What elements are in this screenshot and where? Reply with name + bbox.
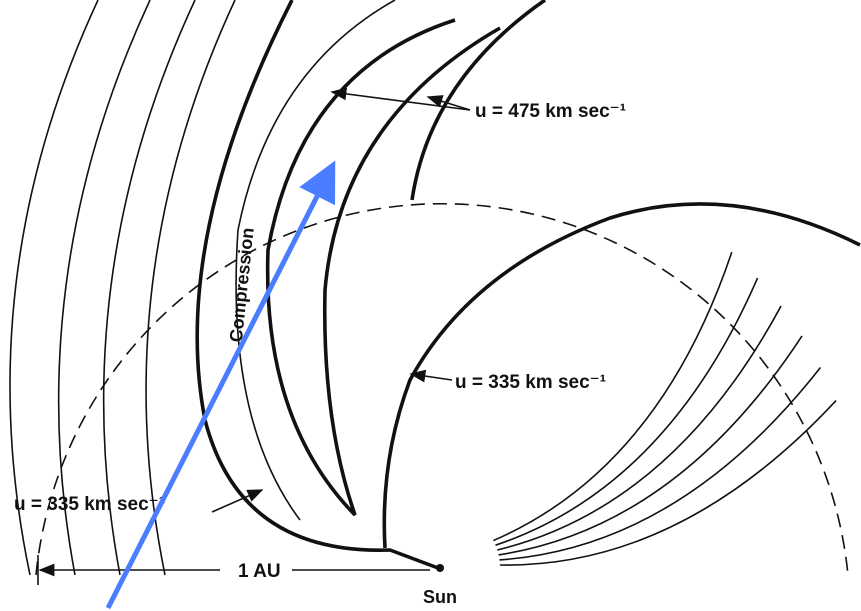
pointer-arrow	[105, 160, 336, 610]
leader	[426, 95, 471, 111]
field-line	[495, 277, 759, 546]
leader	[211, 489, 264, 513]
field-line	[493, 251, 733, 542]
field-line	[498, 335, 803, 556]
leader	[409, 369, 453, 383]
slow-wind-label: u = 335 km sec⁻¹	[14, 494, 165, 515]
field-lines	[9, 0, 837, 576]
spiral-line	[235, 0, 396, 521]
compression-outer	[195, 0, 439, 570]
slow-wind-boundary	[382, 202, 861, 549]
spiral-line	[57, 0, 151, 576]
field-line	[499, 367, 822, 561]
compression-tongue	[265, 18, 501, 517]
orbit-circle	[35, 202, 849, 576]
spiral-line	[102, 0, 196, 576]
spiral-line	[145, 0, 236, 576]
sun-marker	[436, 564, 444, 572]
spiral-line	[9, 0, 99, 576]
field-line	[497, 305, 782, 551]
distance-label: 1 AU	[238, 561, 281, 582]
sun-label: Sun	[423, 587, 457, 607]
slow-wind-label: u = 335 km sec⁻¹	[455, 372, 606, 393]
stream-interface	[410, 0, 547, 201]
field-line	[499, 400, 837, 566]
leader	[330, 87, 471, 111]
fast-wind-label: u = 475 km sec⁻¹	[475, 101, 626, 122]
